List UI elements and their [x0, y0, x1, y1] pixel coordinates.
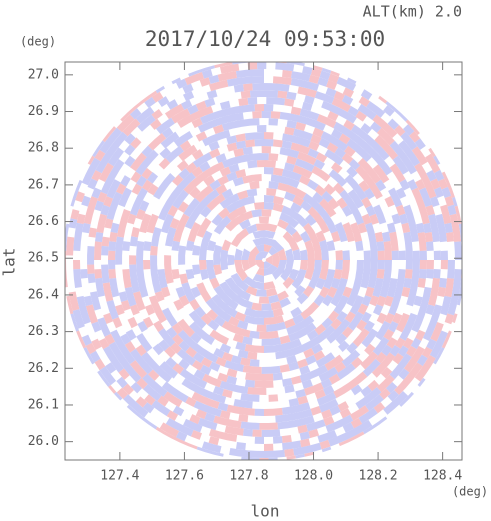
x-tick-label: 128.2 — [359, 469, 398, 484]
x-tick-label: 128.4 — [423, 469, 462, 484]
y-tick-label: 26.5 — [28, 251, 59, 266]
blue-cells — [255, 251, 272, 269]
y-tick-label: 26.9 — [28, 104, 59, 119]
red-cells — [241, 248, 287, 272]
x-tick-label: 128.0 — [294, 469, 333, 484]
plot-frame — [64, 61, 463, 461]
x-tick-label: 127.6 — [165, 469, 204, 484]
y-tick-label: 26.0 — [28, 434, 59, 449]
y-tick-label: 26.2 — [28, 361, 59, 376]
y-tick-label: 26.1 — [28, 397, 59, 412]
red-cells — [248, 244, 280, 276]
blue-cells — [241, 237, 287, 283]
x-axis-label: lon — [251, 502, 280, 521]
x-unit: (deg) — [452, 485, 488, 499]
subtitle: ALT(km) 2.0 — [363, 3, 462, 21]
radar-field — [65, 62, 462, 460]
y-tick-label: 26.3 — [28, 324, 59, 339]
chart-title: 2017/10/24 09:53:00 — [145, 27, 385, 51]
y-tick-label: 26.4 — [28, 287, 59, 302]
red-cells — [234, 260, 276, 290]
x-tick-label: 127.8 — [229, 469, 268, 484]
x-tick-label: 127.4 — [100, 469, 139, 484]
y-tick-label: 26.8 — [28, 141, 59, 156]
y-tick-label: 27.0 — [28, 67, 59, 82]
blue-cells — [256, 244, 278, 276]
y-tick-label: 26.7 — [28, 177, 59, 192]
y-unit: (deg) — [20, 35, 56, 49]
y-axis-label: lat — [0, 248, 19, 277]
y-tick-label: 26.6 — [28, 214, 59, 229]
